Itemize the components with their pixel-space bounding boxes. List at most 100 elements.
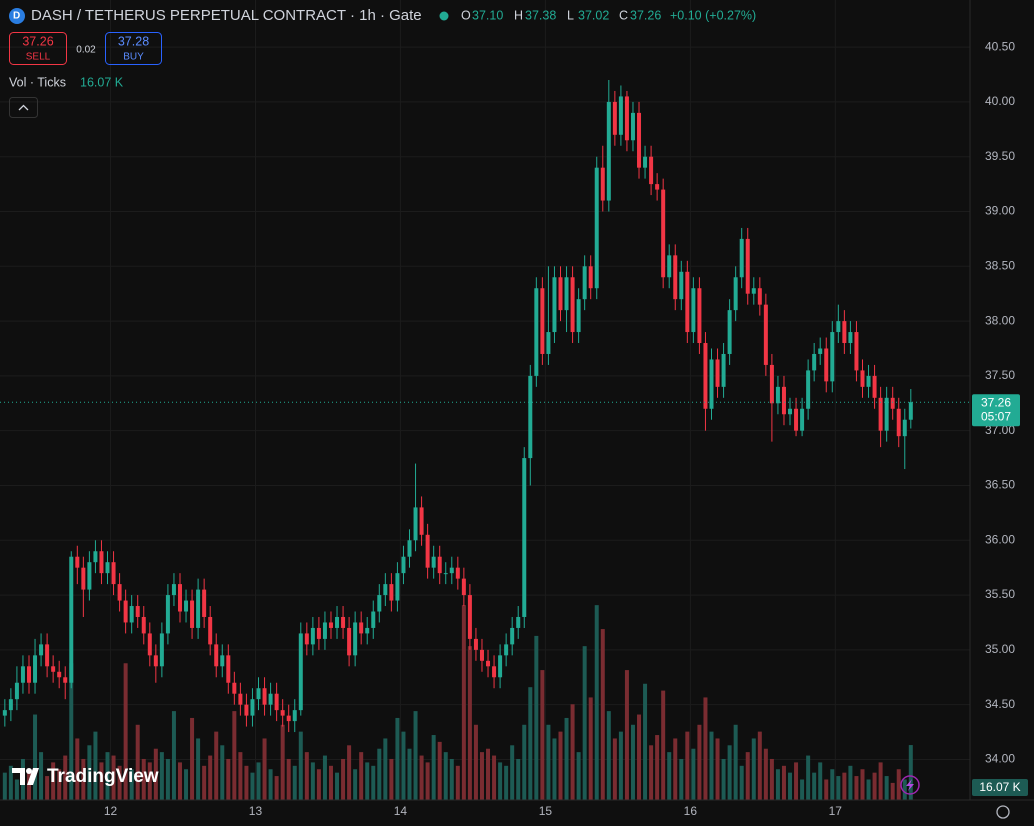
volume-bar [383, 738, 388, 800]
candle-body [20, 666, 25, 683]
volume-bar [643, 683, 648, 800]
volume-bar [558, 731, 563, 800]
volume-bar [232, 711, 237, 800]
volume-bar [81, 758, 86, 800]
candle-body [709, 359, 714, 409]
candle-body [745, 238, 750, 294]
volume-bar [377, 748, 382, 800]
candle-body [2, 710, 7, 716]
volume-bar [57, 769, 62, 800]
symbol-title[interactable]: DASH / TETHERUS PERPETUAL CONTRACT · 1h … [31, 7, 422, 24]
sell-button[interactable] [9, 32, 67, 65]
candle-body [347, 627, 352, 656]
collapse-icon [18, 104, 29, 111]
volume-bar [594, 605, 599, 800]
volume-bar [908, 745, 913, 800]
collapse-button[interactable] [9, 97, 38, 118]
volume-bar [763, 748, 768, 800]
candle-body [558, 277, 563, 311]
volume-bar [208, 755, 213, 800]
volume-bar [87, 745, 92, 800]
candle-body [751, 288, 756, 294]
volume-bar [153, 748, 158, 800]
candle-body [721, 353, 726, 387]
candle-body [455, 567, 460, 579]
candle-body [141, 616, 146, 634]
candle-body [328, 622, 333, 628]
volume-bar [437, 741, 442, 800]
candle-body [769, 364, 774, 404]
candle-body [81, 567, 86, 590]
volume-bar [425, 762, 430, 800]
candle-body [341, 616, 346, 628]
x-tick-label: 15 [539, 804, 553, 818]
volume-bar [455, 765, 460, 800]
volume-bar [177, 762, 182, 800]
volume-bar [697, 724, 702, 800]
candle-body [691, 288, 696, 333]
candle-body [492, 666, 497, 678]
candle-body [238, 693, 243, 705]
candle-body [498, 655, 503, 678]
volume-bar [842, 772, 847, 800]
candle-body [214, 644, 219, 667]
volume-bar [467, 646, 472, 800]
volume-bar [371, 765, 376, 800]
legend-value: 37.10 [472, 8, 503, 22]
candle-body [467, 595, 472, 639]
volume-bar [298, 731, 303, 800]
candle-body [552, 277, 557, 333]
candle-body [359, 622, 364, 634]
volume-bar [806, 755, 811, 800]
candle-body [75, 556, 80, 568]
volume-bar [316, 769, 321, 800]
volume-bar [280, 724, 285, 800]
volume-bar [510, 745, 515, 800]
candle-body [395, 573, 400, 601]
settings-button[interactable] [996, 805, 1010, 819]
candle-body [202, 589, 207, 617]
candle-body [226, 655, 231, 683]
volume-bar [800, 779, 805, 800]
candle-body [171, 584, 176, 596]
volume-bar [830, 769, 835, 800]
candle-body [733, 277, 738, 311]
candle-body [292, 710, 297, 722]
volume-bar [703, 697, 708, 800]
symbol-logo [9, 8, 25, 24]
volume-tag [972, 779, 1028, 797]
candle-body [848, 332, 853, 344]
candle-body [600, 167, 605, 201]
candle-body [673, 255, 678, 300]
candle-body [522, 458, 527, 617]
candle-body [473, 638, 478, 650]
volume-bar [304, 752, 309, 800]
volume-bar [673, 738, 678, 800]
candle-body [763, 304, 768, 365]
candle-body [576, 299, 581, 333]
candle-body [564, 277, 569, 311]
x-tick-label: 14 [394, 804, 408, 818]
candle-body [425, 534, 430, 568]
volume-bar [860, 769, 865, 800]
alert-button[interactable] [900, 775, 920, 795]
volume-bar [322, 755, 327, 800]
volume-bar [99, 762, 104, 800]
candle-body [443, 573, 448, 575]
volume-bar [51, 762, 56, 800]
candle-body [479, 649, 484, 661]
candle-body [540, 288, 545, 354]
volume-bar [335, 772, 340, 800]
buy-button[interactable] [105, 32, 162, 65]
volume-bar [486, 748, 491, 800]
candle-body [335, 616, 340, 628]
candle-body [256, 688, 261, 700]
candle-body [606, 101, 611, 201]
volume-bar [238, 752, 243, 800]
buy-price: 37.28 [118, 34, 149, 48]
volume-bar [473, 724, 478, 800]
candle-body [165, 595, 170, 634]
volume-bar [63, 755, 68, 800]
